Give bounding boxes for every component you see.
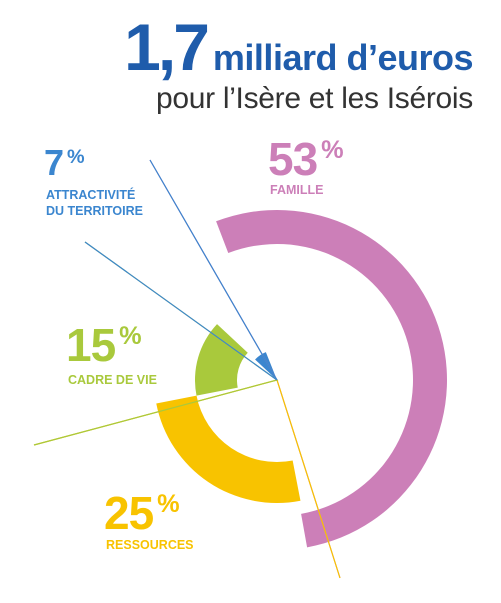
attractivite-value: 7	[44, 142, 64, 183]
ressources-unit: %	[157, 490, 180, 518]
attractivite-label-line1: ATTRACTIVITÉ	[46, 188, 136, 202]
famille-slice	[216, 209, 448, 548]
attractivite-label-line2: DU TERRITOIRE	[46, 203, 143, 218]
cadre-de-vie-slice	[195, 324, 248, 396]
total-amount-unit: milliard d’euros	[212, 37, 474, 78]
ressources-slice	[156, 395, 301, 503]
subtitle: pour l’Isère et les Isérois	[155, 82, 473, 115]
attractivite-label: ATTRACTIVITÉ DU TERRITOIRE	[46, 188, 143, 219]
famille-percent: 53%	[268, 132, 344, 186]
ressources-value: 25	[104, 487, 154, 539]
attractivite-percent: 7%	[44, 142, 85, 184]
cadre-de-vie-value: 15	[66, 319, 116, 371]
title-block: 1,7 milliard d’euros pour l’Isère et les …	[124, 14, 473, 116]
title-main: 1,7 milliard d’euros	[124, 14, 473, 80]
cadre-de-vie-percent: 15%	[66, 318, 142, 372]
total-amount: 1,7	[124, 10, 210, 84]
ressources-label: RESSOURCES	[106, 538, 194, 552]
attractivite-slice	[255, 352, 277, 380]
ressources-percent: 25%	[104, 486, 180, 540]
attractivite-leader-line	[84, 159, 278, 381]
famille-label: FAMILLE	[270, 183, 324, 197]
famille-value: 53	[268, 133, 318, 185]
cadre-de-vie-label: CADRE DE VIE	[68, 373, 157, 387]
cadre-de-vie-unit: %	[119, 322, 142, 350]
attractivite-unit: %	[67, 146, 85, 168]
famille-unit: %	[321, 136, 344, 164]
